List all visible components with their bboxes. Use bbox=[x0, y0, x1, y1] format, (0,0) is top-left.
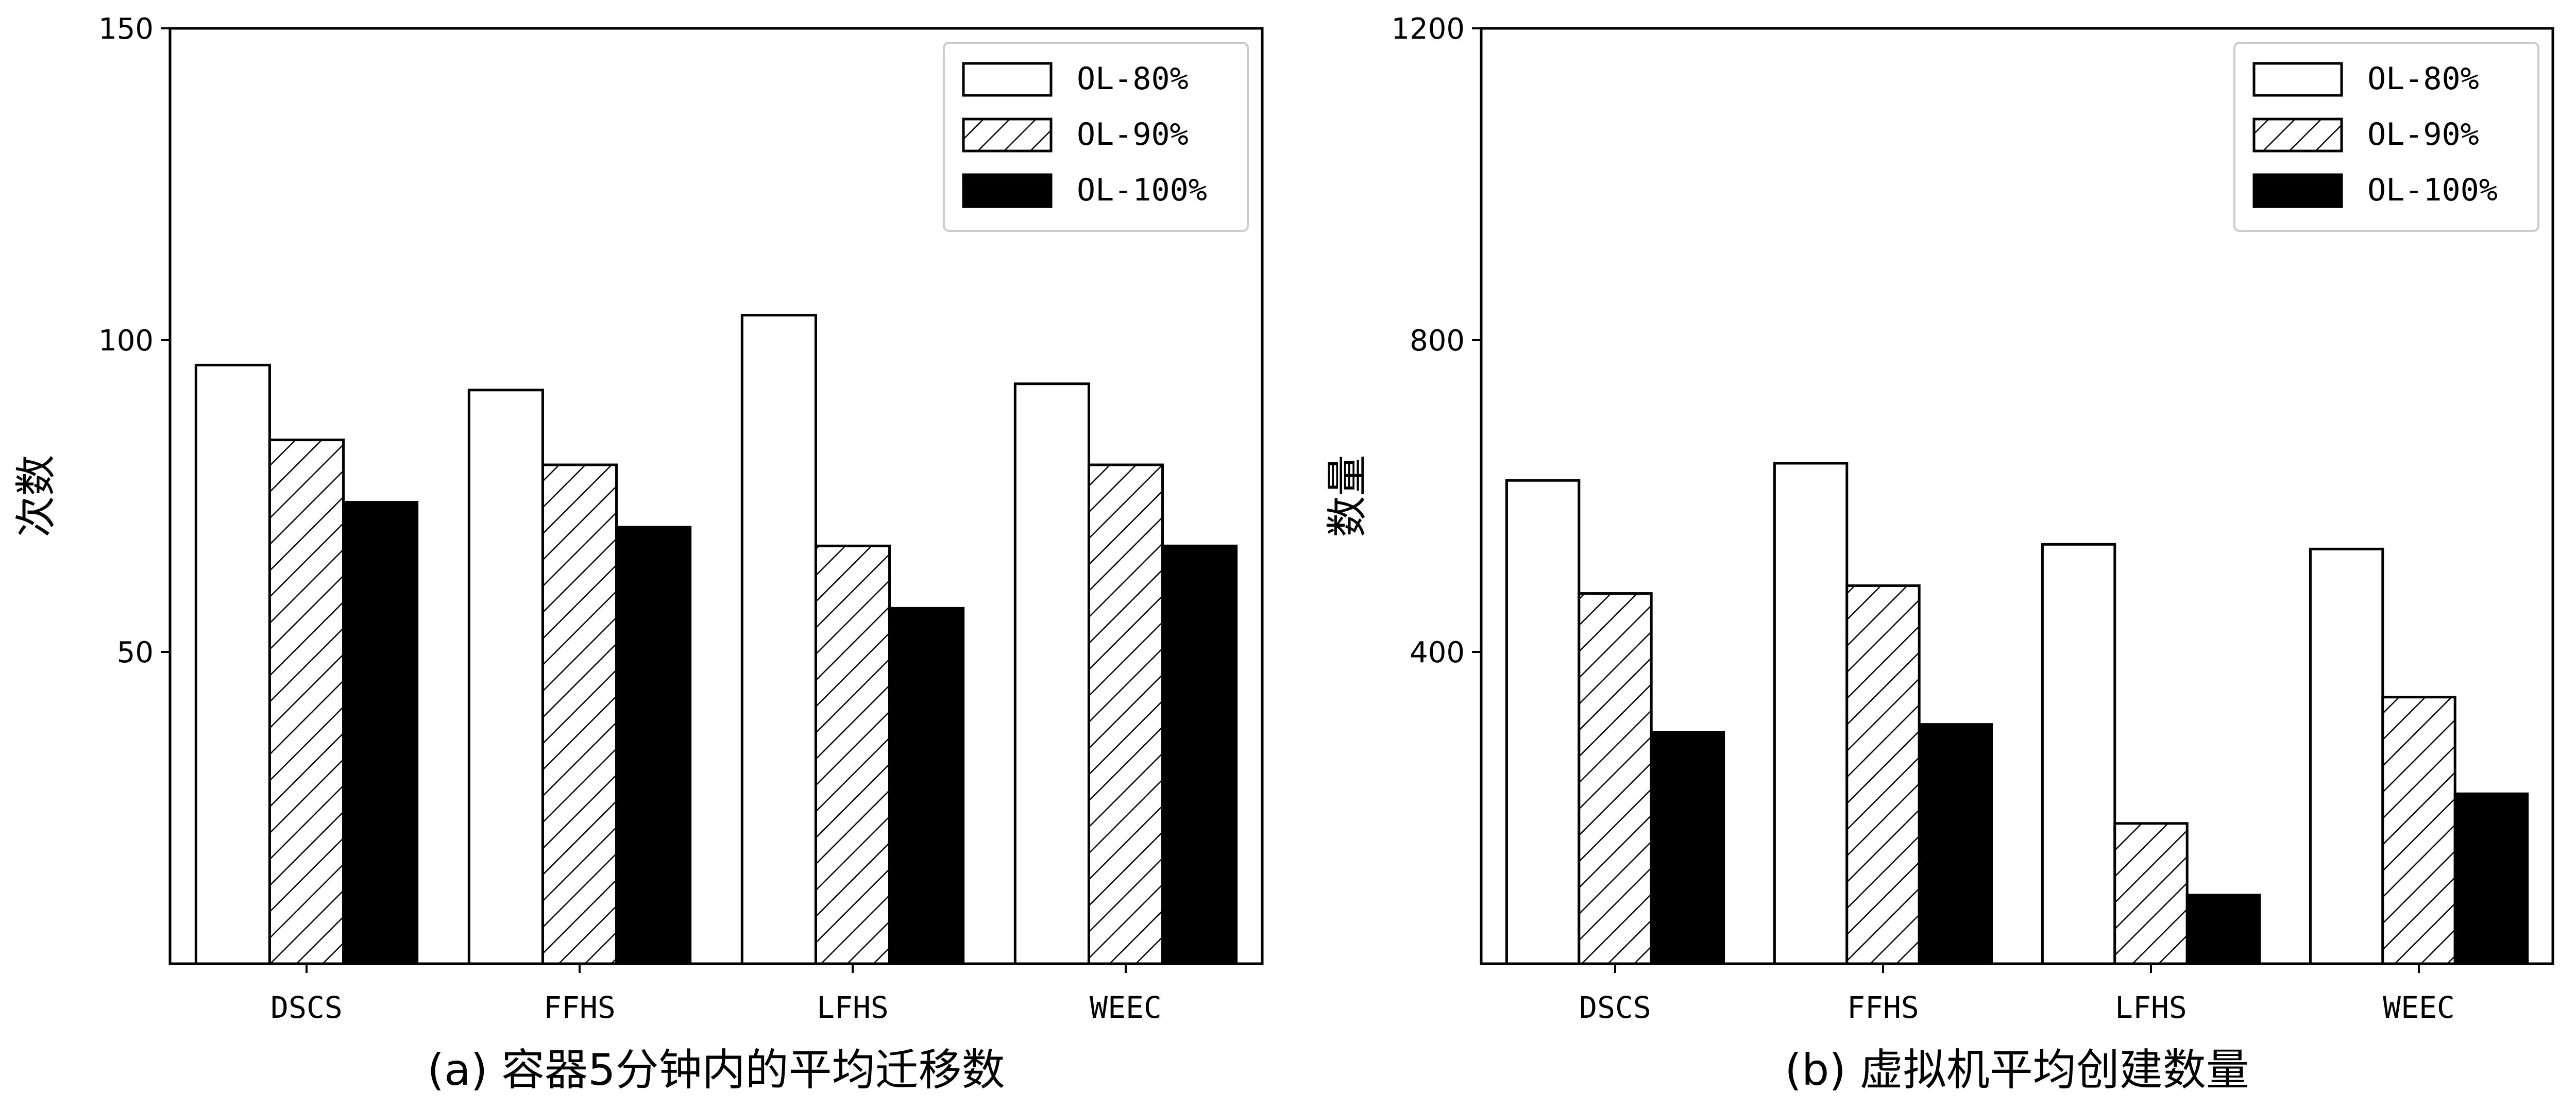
bar-dscs-ol-80 bbox=[194, 363, 271, 965]
chart-a: 50 100 150 DSCS FFHS LFHS WEEC 次数 (a) 容器5分钟内的… bbox=[12, 12, 1264, 1095]
bar-ffhs-ol-90 bbox=[541, 463, 618, 965]
legend-label: OL-100% bbox=[2367, 172, 2498, 208]
y-ticks-a: 50 100 150 bbox=[98, 12, 170, 669]
y-axis-title-a: 次数 bbox=[12, 455, 60, 538]
legend-swatch bbox=[962, 117, 1053, 153]
bar-weec-ol-80 bbox=[2309, 547, 2384, 965]
y-tick-label: 100 bbox=[98, 324, 154, 358]
x-tick-label: DSCS bbox=[1579, 990, 1651, 1025]
bar-weec-ol-90 bbox=[2381, 696, 2456, 965]
legend-swatch bbox=[2252, 62, 2343, 97]
legend-label: OL-90% bbox=[1077, 116, 1189, 153]
y-tick-label: 800 bbox=[1410, 324, 1465, 358]
bar-lfhs-ol-90 bbox=[2113, 822, 2189, 965]
plot-frame-a bbox=[168, 27, 1264, 965]
y-tick-label: 400 bbox=[1410, 636, 1465, 669]
bars-group-b bbox=[1505, 462, 2529, 965]
bar-lfhs-ol-80 bbox=[740, 314, 817, 965]
bar-lfhs-ol-80 bbox=[2041, 543, 2116, 965]
bar-weec-ol-90 bbox=[1087, 463, 1164, 965]
x-tick-label: FFHS bbox=[1847, 990, 1919, 1025]
legend-label: OL-90% bbox=[2367, 116, 2479, 153]
x-categories-b: DSCS FFHS LFHS WEEC bbox=[1579, 964, 2455, 1025]
bar-ffhs-ol-80 bbox=[467, 389, 544, 965]
legend-label: OL-100% bbox=[1077, 172, 1207, 208]
bar-lfhs-ol-90 bbox=[814, 544, 891, 965]
bar-dscs-ol-80 bbox=[1505, 479, 1581, 965]
legend-label: OL-80% bbox=[2367, 61, 2479, 97]
bar-dscs-ol-100 bbox=[1650, 731, 1725, 965]
bar-dscs-ol-90 bbox=[1578, 592, 1653, 965]
bar-ffhs-ol-90 bbox=[1845, 584, 1921, 965]
legend-label: OL-80% bbox=[1077, 61, 1189, 97]
y-ticks-b: 400 800 1200 bbox=[1391, 12, 1481, 669]
x-tick-label: LFHS bbox=[817, 990, 889, 1025]
x-tick-label: DSCS bbox=[270, 990, 343, 1025]
x-tick-label: LFHS bbox=[2115, 990, 2187, 1025]
bar-ffhs-ol-80 bbox=[1773, 462, 1849, 965]
legend-swatch bbox=[2252, 173, 2343, 208]
bar-dscs-ol-100 bbox=[342, 501, 419, 965]
x-tick-label: WEEC bbox=[1090, 990, 1162, 1025]
y-tick-label: 150 bbox=[98, 12, 154, 46]
legend-swatch bbox=[962, 173, 1053, 208]
bar-weec-ol-100 bbox=[2453, 792, 2529, 965]
legend-swatch bbox=[962, 62, 1053, 97]
x-categories-a: DSCS FFHS LFHS WEEC bbox=[270, 964, 1162, 1025]
bar-weec-ol-100 bbox=[1161, 544, 1238, 965]
x-tick-label: FFHS bbox=[544, 990, 616, 1025]
bar-lfhs-ol-100 bbox=[2185, 894, 2261, 965]
legend-a: OL-80% OL-90% OL-100% bbox=[943, 42, 1249, 232]
bar-ffhs-ol-100 bbox=[1918, 723, 1993, 965]
bar-ffhs-ol-100 bbox=[615, 526, 692, 965]
chart-b: 400 800 1200 DSCS FFHS LFHS WEEC 数量 (b) 虚拟机平均… bbox=[1324, 12, 2554, 1095]
y-tick-label: 50 bbox=[117, 636, 154, 669]
caption-a: (a) 容器5分钟内的平均迁移数 bbox=[427, 1045, 1005, 1095]
bar-dscs-ol-90 bbox=[268, 439, 345, 965]
bar-lfhs-ol-100 bbox=[888, 607, 965, 965]
bars-group-a bbox=[194, 314, 1238, 965]
y-tick-label: 1200 bbox=[1391, 12, 1465, 46]
x-tick-label: WEEC bbox=[2383, 990, 2455, 1025]
bar-weec-ol-80 bbox=[1013, 382, 1090, 965]
legend-b: OL-80% OL-90% OL-100% bbox=[2233, 42, 2539, 232]
caption-b: (b) 虚拟机平均创建数量 bbox=[1785, 1045, 2249, 1095]
y-axis-title-b: 数量 bbox=[1324, 455, 1371, 538]
plot-frame-b bbox=[1480, 27, 2554, 965]
legend-swatch bbox=[2252, 117, 2343, 153]
